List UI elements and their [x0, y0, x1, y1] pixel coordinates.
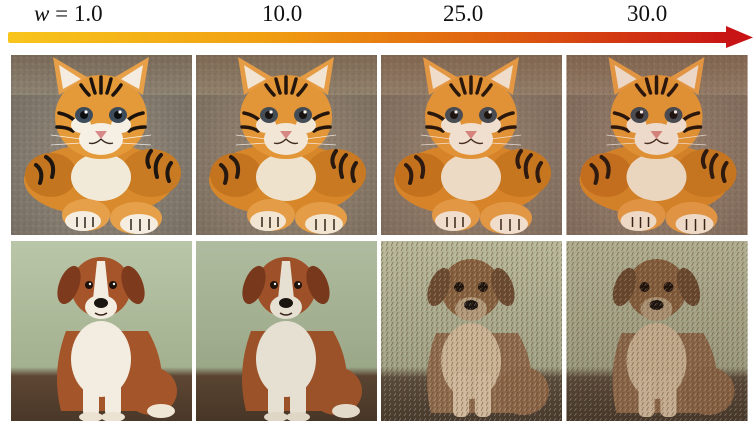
gradient-arrow [8, 26, 753, 48]
puppy-image-w10 [196, 241, 377, 421]
puppy-image-w1 [11, 241, 192, 421]
puppy-image-w25 [381, 241, 562, 421]
label-w-10: 10.0 [262, 1, 303, 26]
tiger-kitten-image-w1 [11, 55, 192, 235]
tiger-kitten-image-w25 [381, 55, 562, 235]
label-w-1: w = 1.0 [34, 1, 103, 26]
label-w-25: 25.0 [443, 1, 484, 26]
tiger-kitten-image-w30 [566, 55, 748, 235]
tiger-kitten-image-w10 [196, 55, 377, 235]
puppy-image-w30 [566, 241, 748, 421]
label-w-30: 30.0 [627, 1, 668, 26]
guidance-scale-labels: w = 1.0 10.0 25.0 30.0 [0, 0, 755, 28]
